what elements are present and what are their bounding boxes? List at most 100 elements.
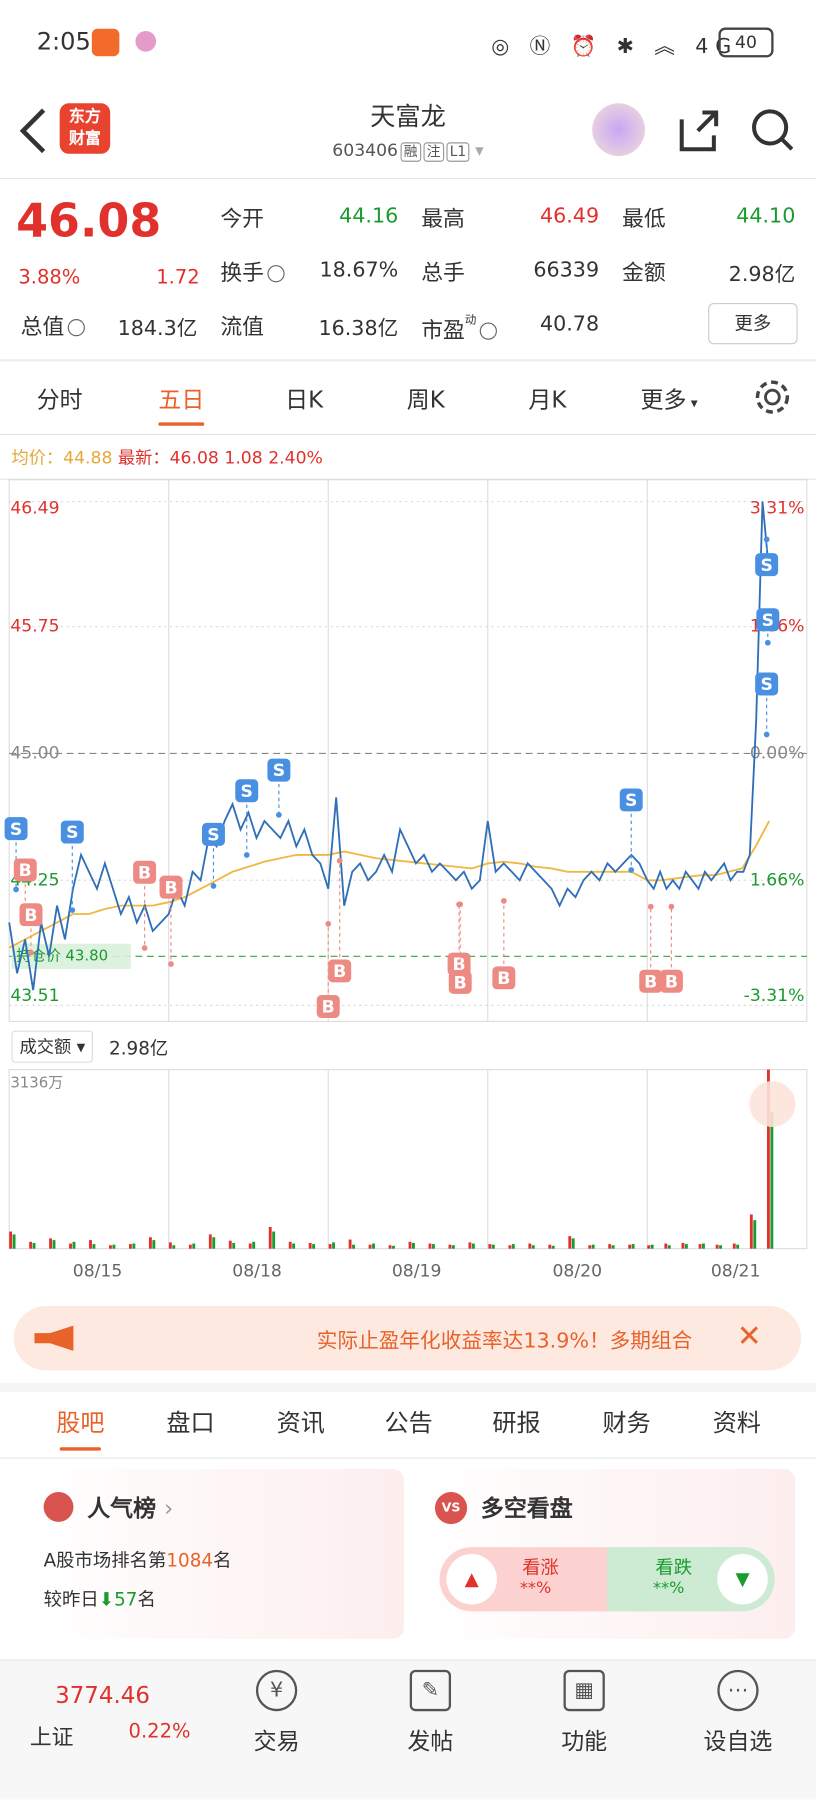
y-tick-pct: 0.00% [750, 743, 805, 763]
nav-label[interactable]: 交易 [253, 1727, 300, 1755]
section-tab[interactable]: 财务 [602, 1409, 651, 1437]
x-tick-label: 08/18 [232, 1262, 282, 1282]
more-button[interactable]: 更多 [708, 302, 798, 345]
logo-text: 东方 [68, 107, 101, 127]
latest-value: 46.08 [169, 447, 219, 469]
avg-label: 均价： [11, 447, 64, 469]
volume-bar [753, 1220, 757, 1249]
tab[interactable]: 月K [496, 381, 599, 414]
marker-badge [639, 969, 663, 993]
marker-label: B [19, 861, 32, 881]
volume-bar [702, 1243, 705, 1249]
section-tab[interactable]: 盘口 [166, 1409, 215, 1437]
volume-bar [208, 1234, 212, 1249]
y-tick-label: 43.51 [10, 986, 59, 1006]
delta-prefix: 较昨日 [43, 1588, 99, 1611]
nav-icon[interactable]: ¥ [255, 1669, 298, 1712]
change: 1.72 [156, 266, 200, 290]
volume-bar [568, 1236, 572, 1249]
tab[interactable]: 周K [374, 381, 477, 414]
index-value: 3774.46 [55, 1681, 151, 1709]
marker-point [764, 639, 771, 646]
delta-suffix: 名 [137, 1588, 156, 1611]
marker-label: S [273, 761, 285, 781]
nav-icon[interactable]: ▦ [563, 1669, 605, 1712]
volume-bar [29, 1241, 33, 1249]
nav-icon[interactable]: ⋯ [717, 1669, 759, 1712]
section-tab[interactable]: 资讯 [276, 1409, 325, 1437]
field-label: 市盈动 [421, 310, 497, 344]
sentiment-bar: ▲ 看涨 **% 看跌 **% ▼ [439, 1547, 775, 1612]
rank-value: 1084 [166, 1549, 214, 1572]
marker-point [668, 903, 675, 910]
volume-bar [52, 1240, 56, 1249]
tab-label: 更多 [640, 385, 687, 414]
section-tab[interactable]: 股吧 [56, 1409, 105, 1437]
tab[interactable]: 分时 [8, 381, 111, 414]
nav-label[interactable]: 设自选 [703, 1727, 773, 1755]
bear-button[interactable]: ▼ [717, 1553, 768, 1605]
tab-arrow: ▾ [686, 394, 698, 411]
nav-label[interactable]: 发帖 [407, 1727, 454, 1755]
banner[interactable]: 实际止盈年化收益率达13.9%！多期组合 ✕ [13, 1306, 802, 1371]
volume-bar [749, 1214, 753, 1249]
volume-total: 2.98亿 [109, 1037, 169, 1060]
volume-bar [664, 1243, 668, 1249]
field-label-text: 今开 [220, 206, 264, 232]
tab[interactable]: 日K [252, 381, 355, 414]
marker-badge [235, 779, 259, 803]
bottom-bar: 3774.46 上证 0.22% ¥ 交易 ✎ 发帖 ▦ 功能 ⋯ 设自选 [0, 1659, 816, 1800]
volume-bar [12, 1234, 16, 1249]
banner-close[interactable]: ✕ [736, 1319, 762, 1355]
avg-line [8, 820, 770, 949]
section-tab[interactable]: 公告 [384, 1409, 433, 1437]
bull-button[interactable]: ▲ [446, 1553, 497, 1605]
nav-label[interactable]: 功能 [561, 1727, 608, 1755]
y-tick-pct: 1.66% [750, 870, 805, 890]
marker-label: S [625, 791, 637, 811]
change-pct: 3.88% [18, 266, 81, 290]
share-button[interactable] [675, 106, 723, 154]
volume-selector[interactable]: 成交额 ▾ [11, 1030, 94, 1063]
index-name: 上证 [29, 1724, 74, 1751]
info-line: 均价：44.88 最新：46.08 1.08 2.40% [11, 445, 322, 469]
volume-bar [468, 1242, 472, 1249]
volume-bar [608, 1244, 612, 1249]
latest-pct: 2.40% [268, 447, 323, 469]
marker-label: S [10, 820, 22, 840]
volume-bar [388, 1245, 392, 1249]
logo[interactable]: 东方 财富 [59, 103, 111, 154]
tab[interactable]: 更多 ▾ [617, 381, 720, 414]
marker-badge [13, 858, 37, 882]
search-button[interactable] [748, 106, 796, 154]
expand-button[interactable] [749, 1081, 796, 1128]
marker-badge [619, 788, 643, 812]
back-button[interactable] [16, 106, 50, 156]
volume-bar [109, 1245, 112, 1249]
field-value: 40.78 [539, 312, 600, 337]
assistant-icon[interactable] [592, 103, 645, 157]
volume-bar [531, 1245, 535, 1249]
volume-bar [152, 1240, 156, 1249]
settings-button[interactable] [752, 376, 793, 417]
field-value: 44.16 [339, 204, 399, 229]
tab-label: 分时 [36, 385, 83, 414]
tab-underline [158, 422, 205, 426]
field-label-text: 总值 [20, 314, 65, 340]
volume-bar [392, 1245, 395, 1249]
tab[interactable]: 五日 [130, 381, 233, 414]
volume-bar [698, 1244, 702, 1249]
section-tab[interactable]: 资料 [712, 1409, 761, 1437]
marker-point [141, 945, 148, 951]
field-label-text: 总手 [421, 260, 465, 286]
volume-bar [148, 1237, 152, 1249]
marker-badge [159, 875, 183, 899]
popularity-card[interactable]: 人气榜 › A股市场排名第1084名 较昨日⬇57名 [25, 1469, 404, 1639]
volume-bar [112, 1244, 116, 1249]
nav-icon[interactable]: ✎ [409, 1669, 452, 1712]
sentiment-card[interactable]: VS 多空看盘 ▲ 看涨 **% 看跌 **% ▼ [416, 1469, 796, 1639]
tab-label: 月K [528, 385, 567, 414]
section-tab[interactable]: 研报 [492, 1409, 541, 1437]
volume-bar [591, 1244, 595, 1249]
